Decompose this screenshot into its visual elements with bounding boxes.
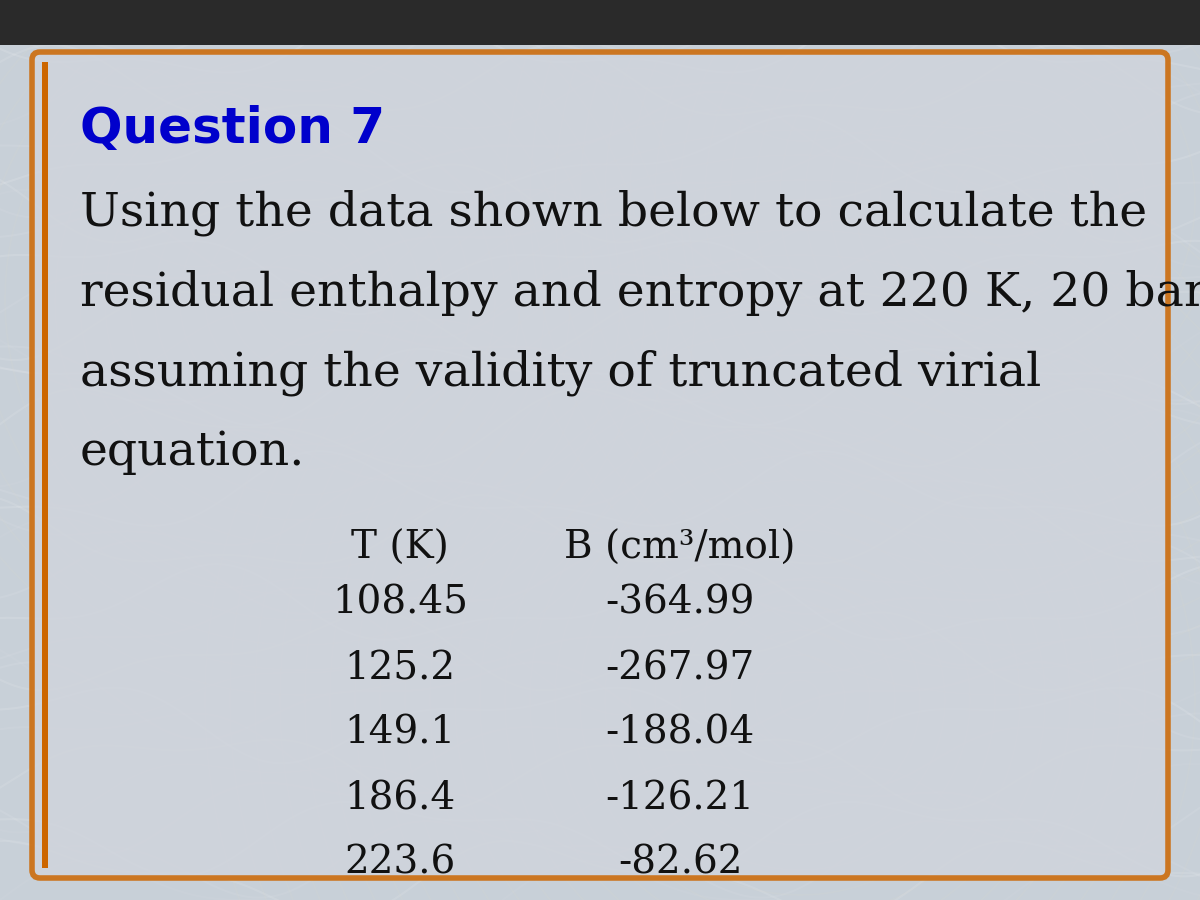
Text: 125.2: 125.2 <box>344 650 456 687</box>
Text: -82.62: -82.62 <box>618 845 743 882</box>
Text: Question 7: Question 7 <box>80 105 385 153</box>
Text: -188.04: -188.04 <box>605 715 755 752</box>
Text: -267.97: -267.97 <box>605 650 755 687</box>
Text: T (K): T (K) <box>352 530 449 567</box>
Text: 149.1: 149.1 <box>344 715 456 752</box>
Text: 223.6: 223.6 <box>344 845 456 882</box>
Text: Using the data shown below to calculate the: Using the data shown below to calculate … <box>80 190 1147 237</box>
Bar <box>0 0 1200 45</box>
FancyBboxPatch shape <box>32 52 1168 878</box>
Text: equation.: equation. <box>80 430 305 475</box>
Text: 108.45: 108.45 <box>332 585 468 622</box>
Text: residual enthalpy and entropy at 220 K, 20 bar: residual enthalpy and entropy at 220 K, … <box>80 270 1200 317</box>
Text: B (cm³/mol): B (cm³/mol) <box>564 530 796 567</box>
Text: -126.21: -126.21 <box>606 780 755 817</box>
Text: assuming the validity of truncated virial: assuming the validity of truncated viria… <box>80 350 1042 397</box>
Text: -364.99: -364.99 <box>605 585 755 622</box>
Bar <box>42 62 48 868</box>
Text: 186.4: 186.4 <box>344 780 456 817</box>
